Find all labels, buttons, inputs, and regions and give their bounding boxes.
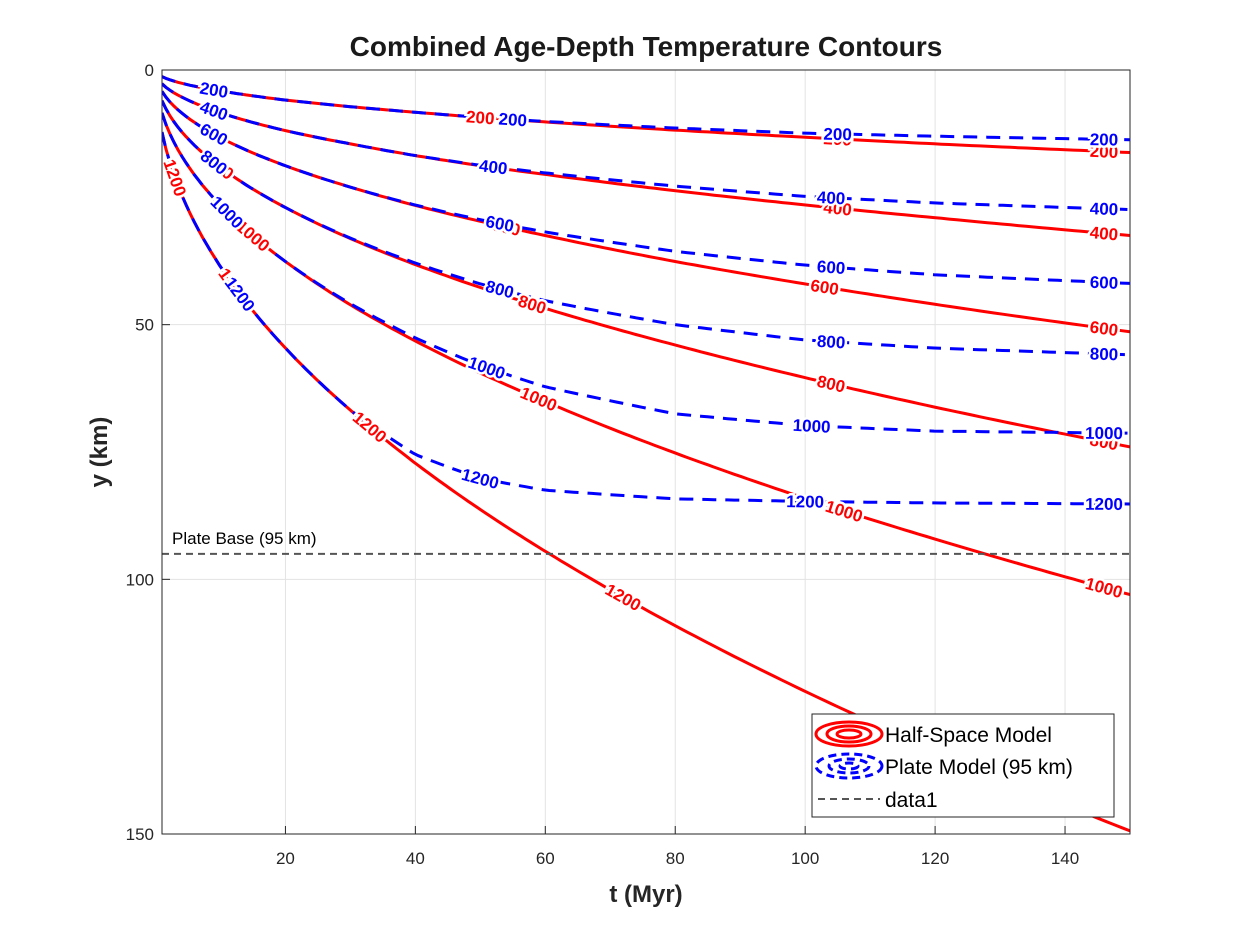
legend-entry-label: data1 (885, 789, 938, 812)
contour-label-400: 400 (1089, 223, 1119, 244)
x-tick-label: 40 (406, 849, 425, 868)
contour-label-1000: 1000 (1083, 574, 1125, 602)
legend: Half-Space Model Plate Model (95 km) data1 (811, 713, 1115, 818)
contour-line-1200 (162, 131, 1130, 506)
contour-label-200: 200 (465, 107, 495, 128)
contour-label-1200: 1200 (349, 408, 390, 447)
contour-line-200 (162, 75, 1130, 154)
contour-label-800: 800 (516, 292, 549, 319)
contour-label-1000: 1000 (466, 353, 508, 383)
contour-label-800: 800 (484, 277, 516, 303)
contour-label-200: 200 (1090, 130, 1119, 149)
contour-line-800 (162, 99, 1130, 357)
x-tick-label: 60 (536, 849, 555, 868)
y-axis-label: y (km) (86, 417, 113, 488)
contour-line-200 (162, 75, 1130, 142)
legend-entry-label: Plate Model (95 km) (885, 756, 1073, 779)
x-tick-label: 80 (666, 849, 685, 868)
contour-label-400: 400 (816, 188, 845, 208)
contour-line-600 (162, 90, 1130, 285)
axes-box (161, 69, 1131, 835)
contour-label-400: 400 (1090, 199, 1119, 219)
ticks: 20 40 60 80 100 120 140 0 50 100 150 (126, 61, 1080, 868)
contour-line-1000 (162, 112, 1130, 597)
contour-label-800: 800 (816, 332, 846, 353)
contour-label-1200: 1200 (1085, 495, 1123, 514)
contour-labels: 2002002004004004006006006008008008008001… (157, 76, 1127, 761)
contour-label-600: 600 (1089, 273, 1118, 293)
x-tick-label: 120 (921, 849, 949, 868)
contour-label-400: 400 (478, 156, 508, 178)
x-tick-label: 100 (791, 849, 819, 868)
contour-label-1000: 1000 (792, 416, 831, 437)
contour-label-1200: 1200 (459, 465, 500, 493)
legend-icon-half-space (814, 720, 884, 748)
legend-entry-label: Half-Space Model (885, 724, 1052, 747)
series-plate-model (162, 75, 1130, 506)
x-tick-label: 140 (1051, 849, 1079, 868)
contour-label-200: 200 (498, 110, 528, 131)
chart-title: Combined Age-Depth Temperature Contours (350, 31, 943, 62)
contour-label-600: 600 (1089, 317, 1120, 340)
contour-label-1000: 1000 (823, 497, 865, 527)
y-tick-label: 0 (145, 61, 154, 80)
contour-label-800: 800 (1090, 344, 1119, 364)
contour-label-200: 200 (823, 129, 852, 149)
contour-line-600 (162, 90, 1130, 334)
x-axis-label: t (Myr) (609, 881, 682, 908)
contour-label-200: 200 (1089, 142, 1118, 162)
contour-label-600: 600 (197, 120, 231, 150)
contour-label-1000: 1000 (1085, 424, 1123, 443)
contour-label-600: 600 (816, 257, 846, 278)
contour-label-200: 200 (823, 125, 852, 145)
y-tick-label: 150 (126, 825, 154, 844)
contour-line-800 (162, 99, 1130, 449)
x-tick-label: 20 (276, 849, 295, 868)
contour-label-600: 600 (484, 212, 515, 236)
contour-line-400 (162, 82, 1130, 237)
legend-icon-plate (814, 752, 884, 780)
contour-label-600: 600 (809, 276, 840, 299)
contour-label-1200: 1200 (786, 492, 824, 512)
y-tick-label: 50 (135, 316, 154, 335)
legend-box (811, 713, 1115, 818)
plot-area (162, 75, 1130, 833)
contour-label-1200: 1200 (602, 580, 644, 615)
y-tick-label: 100 (126, 570, 154, 589)
contour-label-800: 800 (815, 372, 847, 397)
contour-line-1000 (162, 112, 1130, 435)
contour-line-400 (162, 82, 1130, 212)
plate-base-label: Plate Base (95 km) (172, 529, 317, 548)
